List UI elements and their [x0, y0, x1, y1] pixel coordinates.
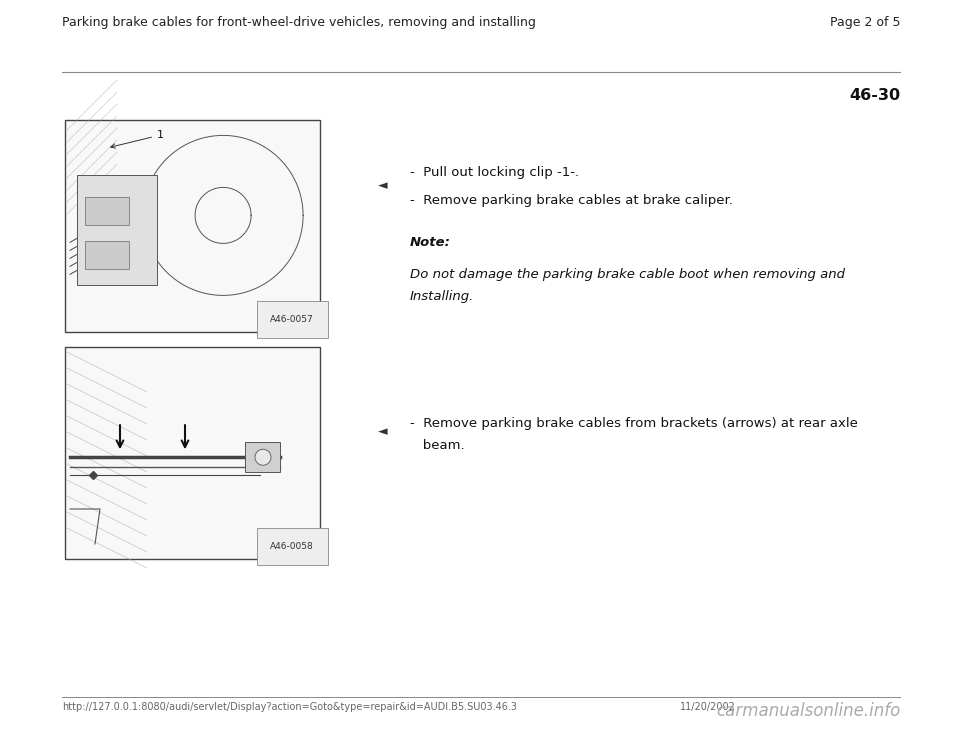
Text: -  Pull out locking clip -1-.: - Pull out locking clip -1-. [410, 166, 579, 179]
Bar [245, 442, 280, 472]
Text: ◄: ◄ [378, 180, 388, 192]
Text: Note:: Note: [410, 236, 451, 249]
Bar [65, 347, 320, 559]
Text: beam.: beam. [410, 439, 465, 452]
Text: 46-30: 46-30 [849, 88, 900, 103]
Text: Parking brake cables for front-wheel-drive vehicles, removing and installing: Parking brake cables for front-wheel-dri… [62, 16, 536, 29]
Text: -  Remove parking brake cables at brake caliper.: - Remove parking brake cables at brake c… [410, 194, 732, 207]
Text: carmanualsonline.info: carmanualsonline.info [716, 702, 900, 720]
Text: 11/20/2002: 11/20/2002 [680, 702, 736, 712]
Text: Page 2 of 5: Page 2 of 5 [829, 16, 900, 29]
Bar [85, 197, 129, 225]
Bar [65, 120, 320, 332]
Text: A46-0057: A46-0057 [271, 315, 314, 324]
Circle shape [255, 449, 271, 465]
Text: Do not damage the parking brake cable boot when removing and: Do not damage the parking brake cable bo… [410, 268, 845, 281]
Text: -  Remove parking brake cables from brackets (arrows) at rear axle: - Remove parking brake cables from brack… [410, 417, 858, 430]
Text: 1: 1 [110, 130, 164, 148]
Bar [85, 241, 129, 269]
Text: A46-0058: A46-0058 [271, 542, 314, 551]
Bar [77, 175, 157, 286]
Text: Installing.: Installing. [410, 290, 474, 303]
Text: ◄: ◄ [378, 425, 388, 439]
Text: http://127.0.0.1:8080/audi/servlet/Display?action=Goto&type=repair&id=AUDI.B5.SU: http://127.0.0.1:8080/audi/servlet/Displ… [62, 702, 517, 712]
